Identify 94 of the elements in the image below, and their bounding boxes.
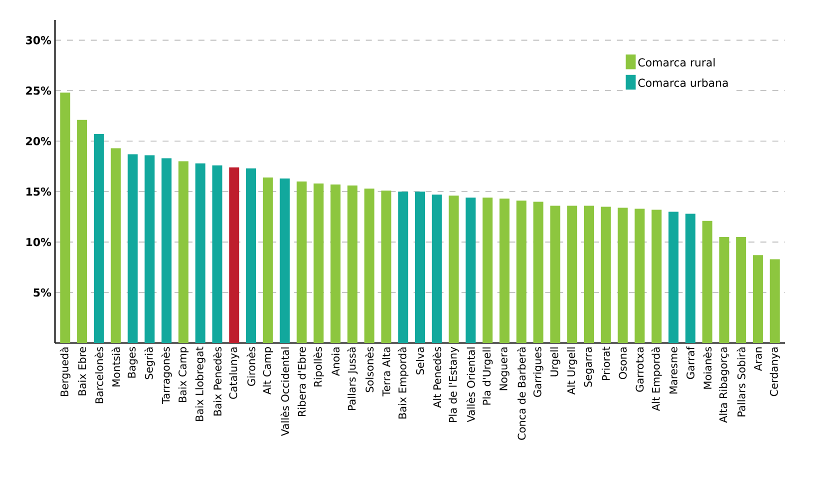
x-tick-label: Anoia (331, 347, 340, 376)
x-tick-label: Segrià (144, 347, 155, 380)
x-tick-label: Garrotxa (636, 347, 644, 392)
bar (499, 198, 510, 343)
x-tick-label: Baix Empordà (398, 347, 408, 419)
x-tick-label: Segarra (584, 347, 594, 387)
bar (719, 237, 730, 343)
bar (652, 210, 662, 343)
bar (752, 255, 763, 343)
bar (770, 259, 780, 343)
bar (533, 202, 544, 343)
x-tick-label: Garrigues (533, 347, 544, 397)
x-tick-label: Bages (128, 347, 138, 378)
bar (448, 196, 459, 343)
legend-label: Comarca urbana (638, 78, 728, 87)
x-tick-label: Cerdanya (770, 347, 780, 396)
x-tick-label: Montsià (112, 347, 120, 386)
y-tick-label: 15% (26, 187, 52, 196)
y-tick-label: 20% (26, 136, 52, 146)
bar (144, 155, 155, 343)
bar (296, 182, 307, 343)
bar (618, 208, 628, 343)
x-tick-label: Pla de l'Estany (448, 346, 459, 422)
bar (567, 206, 578, 343)
bar (516, 200, 526, 343)
bar (60, 92, 70, 343)
bar (381, 190, 392, 343)
x-tick-label: Terra Alta (382, 347, 390, 396)
x-tick-label: Baix Penedès (212, 347, 222, 416)
bar (466, 198, 476, 343)
bar (634, 208, 645, 343)
x-tick-label: Conca de Barberà (517, 347, 526, 440)
y-tick-label: 10% (26, 238, 52, 246)
y-tick-label: 5% (34, 288, 52, 297)
x-tick-label: Catalunya (229, 347, 240, 399)
bar (110, 148, 121, 343)
bar (415, 192, 426, 343)
x-tick-label: Osona (618, 347, 627, 380)
x-tick-label: Ribera d'Ebre (298, 347, 306, 416)
legend-label: Comarca rural (638, 58, 715, 67)
x-tick-label: Ripollès (313, 347, 324, 386)
x-tick-label: Alt Camp (262, 347, 273, 394)
x-tick-label: Tarragonès (161, 347, 172, 404)
x-tick-label: Baix Llobregat (195, 346, 206, 421)
bar (398, 192, 408, 343)
bar (262, 177, 273, 343)
x-tick-label: Pallars Jussà (347, 347, 358, 410)
bar (482, 198, 493, 343)
bar (584, 206, 594, 343)
x-tick-label: Pallars Sobirà (736, 347, 746, 416)
bar (702, 220, 712, 343)
x-tick-label: Vallès Oriental (466, 348, 475, 422)
x-tick-label: Urgell (550, 347, 560, 376)
bar (178, 161, 188, 343)
bar (94, 134, 104, 343)
bar (246, 168, 256, 343)
x-tick-label: Noguera (500, 347, 510, 390)
bar (128, 154, 138, 343)
x-tick-label: Maresme (670, 347, 678, 394)
bar (364, 188, 374, 343)
bar (330, 184, 341, 343)
x-tick-label: Solsonès (365, 347, 374, 392)
x-tick-label: Barcelonès (94, 347, 104, 404)
bar (314, 184, 324, 343)
bar (212, 165, 222, 343)
bar (347, 186, 358, 343)
x-tick-label: Alt Penedès (432, 347, 442, 408)
x-tick-label: Pla d'Urgell (482, 347, 493, 405)
x-tick-label: Priorat (602, 346, 610, 380)
bar (550, 206, 560, 343)
x-tick-label: Gironès (246, 347, 256, 386)
bar (600, 206, 611, 343)
x-tick-label: Garraf (686, 346, 694, 379)
x-tick-label: Vallès Occidental (280, 347, 290, 436)
bar (229, 167, 240, 343)
y-tick-label: 25% (26, 86, 52, 95)
x-tick-label: Aran (754, 347, 762, 371)
bar (736, 237, 746, 343)
x-tick-label: Baix Camp (178, 347, 188, 402)
x-tick-label: Alt Urgell (567, 347, 578, 395)
bar (668, 212, 678, 343)
bar (432, 194, 442, 343)
x-tick-label: Berguedà (60, 347, 70, 396)
x-tick-label: Alta Ribagorça (719, 347, 730, 423)
x-tick-label: Selva (416, 347, 424, 374)
bar (280, 178, 290, 343)
y-tick-label: 30% (26, 36, 52, 44)
bar (77, 120, 88, 343)
bar (162, 158, 172, 343)
x-tick-label: Baix Ebre (78, 347, 86, 396)
bar (195, 163, 206, 343)
bar (685, 214, 696, 343)
x-tick-label: Moianès (703, 347, 712, 389)
x-tick-label: Alt Empordà (651, 347, 662, 411)
